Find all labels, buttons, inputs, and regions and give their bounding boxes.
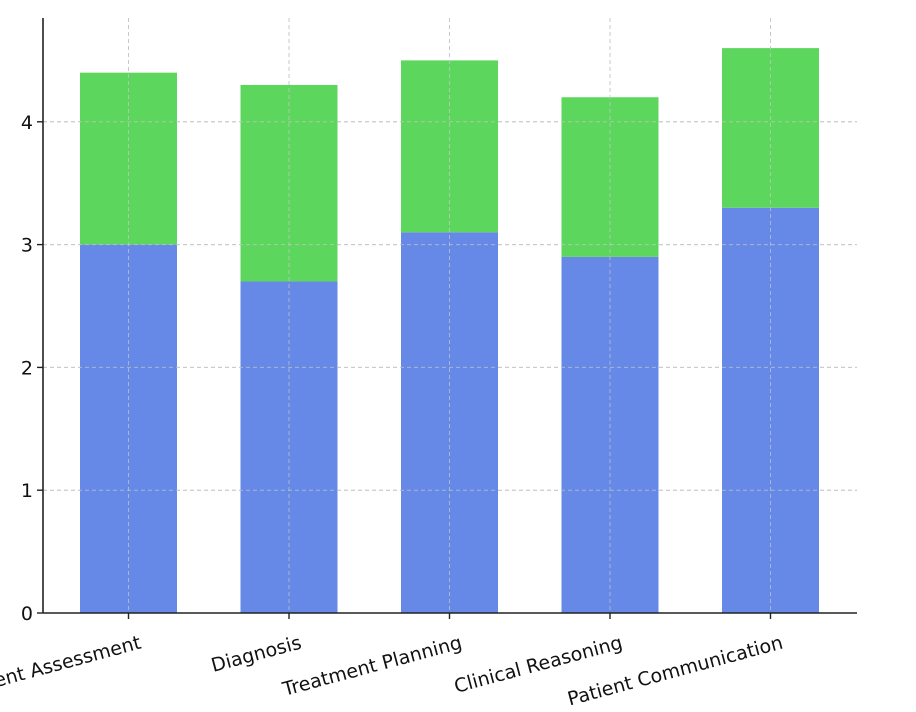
y-tick-label: 3: [21, 235, 33, 257]
bars: [43, 18, 857, 613]
y-tick-label: 4: [21, 112, 33, 134]
bar-series-2: [561, 97, 659, 257]
axes: [37, 18, 857, 619]
y-tick-label: 2: [21, 357, 33, 379]
x-tick-label: Patient Assessment: [0, 632, 143, 701]
x-tick-label: Diagnosis: [209, 632, 304, 677]
x-tick-label: Treatment Planning: [279, 632, 464, 701]
bar-series-1: [401, 232, 498, 613]
bar-series-2: [722, 48, 819, 208]
y-tick-label: 0: [21, 603, 33, 625]
y-tick-label: 1: [21, 480, 33, 502]
